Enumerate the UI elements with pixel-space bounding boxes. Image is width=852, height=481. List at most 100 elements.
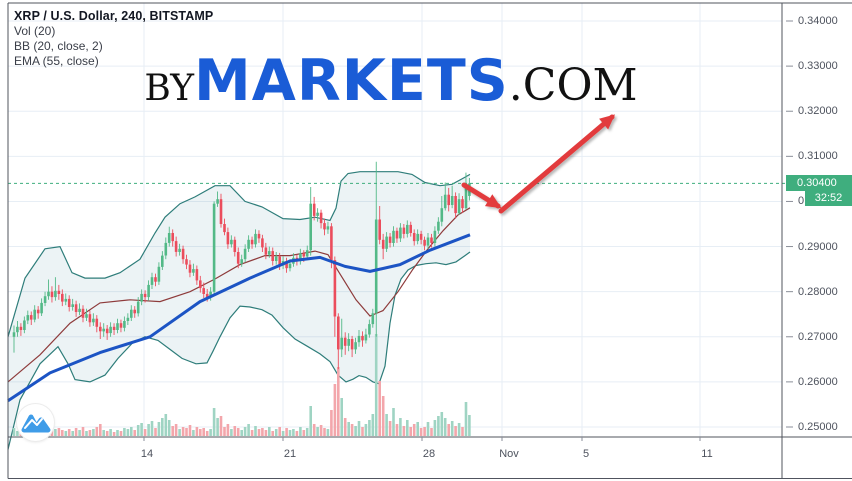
volume-bar xyxy=(54,429,57,436)
candle xyxy=(136,297,140,317)
candle xyxy=(61,289,64,307)
volume-bar xyxy=(292,429,295,436)
candle xyxy=(361,331,364,347)
candle xyxy=(416,229,419,245)
volume-bar xyxy=(116,430,119,436)
volume-bar xyxy=(309,406,312,436)
volume-bar xyxy=(381,396,385,436)
watermark-com: .COM xyxy=(508,60,638,111)
candle xyxy=(402,224,406,239)
indicator-label[interactable]: Vol (20) xyxy=(14,24,56,38)
volume-bar xyxy=(136,425,140,436)
volume-bar xyxy=(199,429,202,436)
candle xyxy=(47,279,50,300)
volume-bar xyxy=(461,427,464,436)
ema55-line xyxy=(7,233,471,403)
candle xyxy=(285,257,288,273)
volume-bar xyxy=(261,428,264,436)
candle xyxy=(357,330,361,347)
candle xyxy=(216,191,219,207)
volume-bar xyxy=(50,427,54,436)
volume-bar xyxy=(371,414,375,436)
volume-bar xyxy=(268,427,271,436)
price-tick-label: 0.28000 xyxy=(798,285,838,298)
price-tick-label: 0.33000 xyxy=(798,60,838,73)
candle xyxy=(337,313,340,370)
candle xyxy=(319,209,323,229)
candle xyxy=(16,321,19,337)
volume-bar xyxy=(364,424,368,436)
volume-bar xyxy=(337,367,340,436)
candle xyxy=(437,217,440,234)
volume-bar xyxy=(12,428,16,436)
candle xyxy=(374,161,378,337)
candle xyxy=(257,230,261,243)
candle xyxy=(406,220,409,238)
candle xyxy=(154,273,157,287)
volume-bar xyxy=(347,422,350,436)
candle xyxy=(112,323,116,335)
candle xyxy=(219,193,223,228)
price-tick-label: 0.32000 xyxy=(798,105,838,118)
candle xyxy=(309,187,312,256)
candle xyxy=(195,265,199,285)
candle xyxy=(412,229,416,246)
volume-bar xyxy=(109,429,112,436)
volume-bar xyxy=(450,421,454,436)
time-tick-label: 14 xyxy=(140,448,154,460)
candle xyxy=(185,254,188,270)
candle xyxy=(450,185,454,209)
candle xyxy=(433,226,437,247)
volume-bar xyxy=(212,408,216,436)
volume-bar xyxy=(57,428,61,436)
candle xyxy=(447,187,450,212)
candle xyxy=(26,310,30,325)
candle xyxy=(340,318,343,358)
volume-bar xyxy=(281,431,285,436)
mountain-logo-icon xyxy=(21,414,51,433)
candle xyxy=(147,280,150,301)
candle xyxy=(88,310,92,327)
time-tick-label: Nov xyxy=(499,448,519,460)
volume-bar xyxy=(161,418,164,436)
volume-bar xyxy=(119,431,123,436)
last-price-label: 0.30400 xyxy=(786,175,852,192)
volume-bar xyxy=(440,412,444,436)
volume-bar xyxy=(302,430,306,436)
volume-bar xyxy=(326,429,330,436)
indicator-label[interactable]: EMA (55, close) xyxy=(14,54,99,68)
volume-bar xyxy=(143,429,147,436)
candle xyxy=(347,333,350,352)
candle xyxy=(171,229,174,247)
volume-bar xyxy=(316,427,319,436)
candle xyxy=(250,236,254,249)
volume-bar xyxy=(178,429,181,436)
candle xyxy=(150,272,154,289)
indicator-label[interactable]: BB (20, close, 2) xyxy=(14,39,103,53)
volume-bar xyxy=(71,431,74,436)
volume-bar xyxy=(209,429,212,436)
candle xyxy=(40,298,43,316)
volume-bar xyxy=(437,416,440,436)
volume-bar xyxy=(140,423,143,436)
volume-bar xyxy=(150,421,154,436)
symbol-title[interactable]: XRP / U.S. Dollar, 240, BITSTAMP xyxy=(14,9,214,23)
time-tick-label: 5 xyxy=(582,448,590,460)
candle xyxy=(343,332,347,355)
volume-bar xyxy=(357,421,361,436)
watermark-by: BY xyxy=(144,68,195,109)
candle xyxy=(178,243,181,256)
volume-bar xyxy=(454,426,457,436)
volume-bar xyxy=(205,431,209,436)
volume-bar xyxy=(185,428,188,436)
candle xyxy=(243,244,247,263)
volume-bar xyxy=(130,427,133,436)
chart-logo-badge[interactable] xyxy=(17,404,54,441)
volume-bar xyxy=(278,427,281,436)
candle xyxy=(188,260,192,278)
volume-bar xyxy=(412,424,416,436)
candle xyxy=(36,306,40,319)
candle xyxy=(223,218,226,236)
candle xyxy=(316,208,319,222)
candle xyxy=(430,233,433,248)
